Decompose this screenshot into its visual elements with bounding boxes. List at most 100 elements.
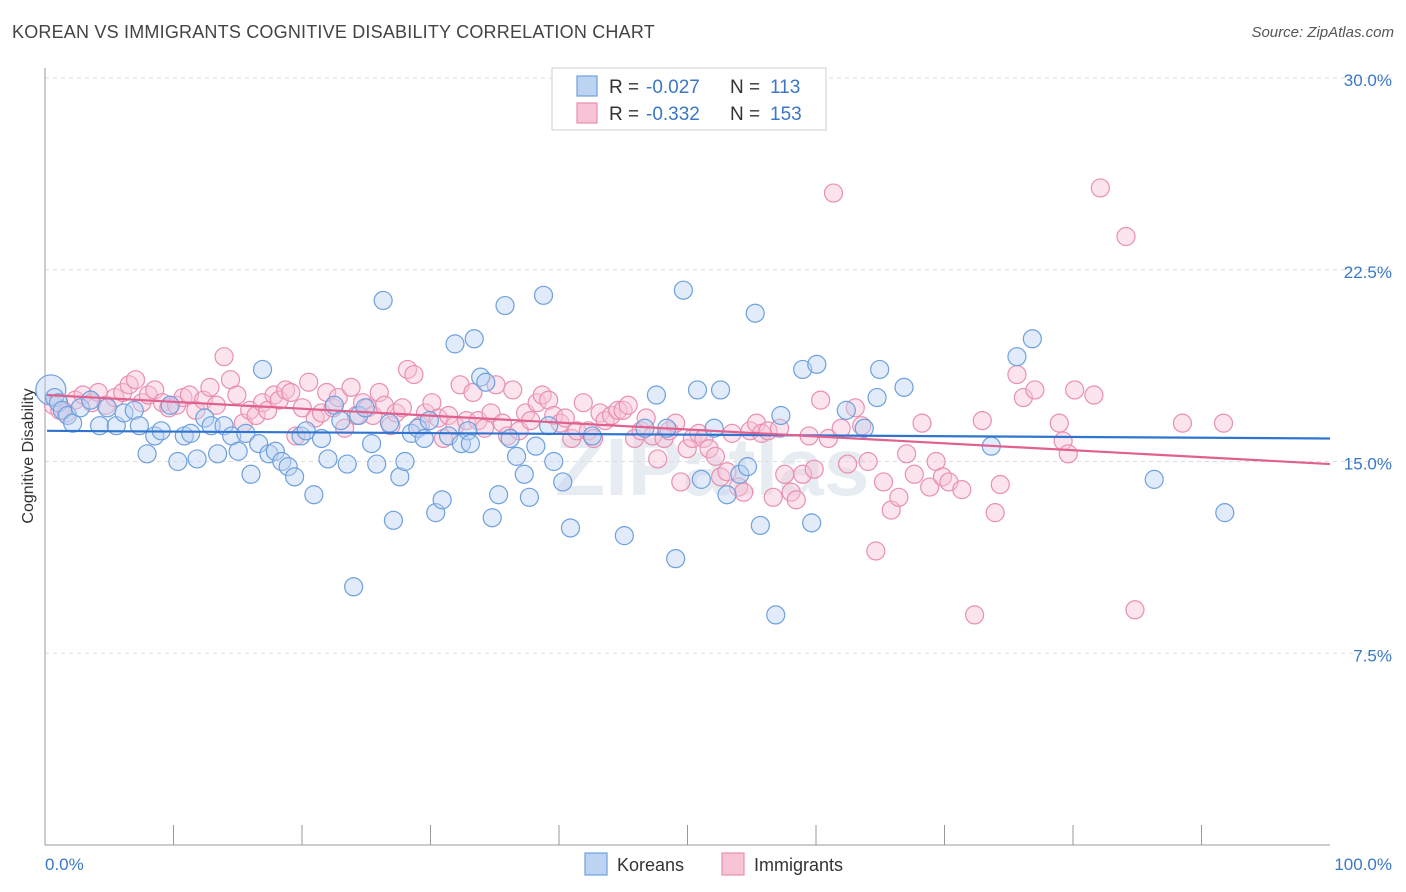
immigrants-point bbox=[873, 472, 894, 492]
immigrants-point bbox=[276, 380, 296, 400]
immigrants-point bbox=[1065, 380, 1085, 400]
koreans-point bbox=[489, 485, 509, 505]
immigrants-point bbox=[734, 482, 754, 502]
koreans-points bbox=[35, 280, 1235, 625]
immigrants-point bbox=[119, 375, 139, 395]
chart-title: KOREAN VS IMMIGRANTS COGNITIVE DISABILIT… bbox=[12, 22, 655, 42]
koreans-point bbox=[331, 410, 351, 431]
koreans-point bbox=[432, 490, 452, 510]
koreans-point bbox=[355, 398, 375, 418]
immigrants-point bbox=[1025, 380, 1045, 400]
koreans-point bbox=[236, 423, 256, 443]
immigrants-point bbox=[793, 464, 813, 484]
koreans-point bbox=[63, 413, 83, 433]
koreans-r-label: R = bbox=[609, 77, 639, 98]
immigrants-point bbox=[866, 541, 886, 561]
koreans-point bbox=[445, 334, 465, 354]
immigrants-point bbox=[699, 439, 719, 459]
koreans-point bbox=[870, 359, 890, 380]
immigrants-point bbox=[125, 370, 146, 390]
immigrants-bottom-swatch bbox=[721, 852, 745, 876]
immigrants-point bbox=[671, 472, 691, 492]
immigrants-point bbox=[1058, 444, 1078, 464]
immigrants-r-value: -0.332 bbox=[646, 104, 700, 125]
immigrants-point bbox=[397, 359, 418, 380]
koreans-point bbox=[544, 451, 564, 472]
immigrants-point bbox=[705, 446, 726, 466]
immigrants-point bbox=[904, 464, 924, 484]
immigrants-point bbox=[392, 398, 412, 418]
x-tick-label-min: 0.0% bbox=[45, 855, 84, 874]
koreans-point bbox=[97, 398, 117, 418]
koreans-point bbox=[807, 354, 827, 374]
y-tick-label: 30.0% bbox=[1344, 71, 1392, 90]
koreans-point bbox=[717, 485, 737, 505]
immigrants-point bbox=[618, 395, 638, 415]
immigrants-point bbox=[786, 490, 806, 510]
koreans-point bbox=[344, 577, 364, 597]
koreans-n-value: 113 bbox=[770, 77, 800, 98]
immigrants-point bbox=[573, 393, 593, 413]
immigrants-point bbox=[269, 390, 289, 410]
immigrants-point bbox=[932, 467, 953, 487]
koreans-point bbox=[730, 464, 750, 484]
immigrants-point bbox=[1125, 600, 1145, 620]
koreans-point bbox=[553, 472, 573, 492]
koreans-point bbox=[560, 518, 581, 538]
immigrants-point bbox=[1213, 413, 1234, 433]
x-tick-labels: 0.0% 100.0% bbox=[45, 855, 1392, 874]
immigrants-point bbox=[811, 390, 831, 410]
koreans-trend-line bbox=[46, 429, 1331, 440]
koreans-point bbox=[181, 423, 201, 443]
koreans-point bbox=[304, 485, 324, 505]
immigrants-point bbox=[677, 439, 697, 459]
series-legend: Koreans Immigrants bbox=[584, 852, 843, 876]
koreans-point bbox=[1215, 503, 1235, 523]
koreans-point bbox=[361, 434, 382, 454]
immigrants-point bbox=[897, 444, 917, 464]
koreans-point bbox=[793, 359, 813, 380]
immigrants-point bbox=[775, 464, 795, 484]
koreans-point bbox=[383, 510, 404, 530]
immigrants-point bbox=[920, 477, 940, 497]
koreans-point bbox=[265, 441, 285, 461]
koreans-r-value: -0.027 bbox=[646, 77, 700, 98]
immigrants-point bbox=[532, 385, 552, 405]
koreans-point bbox=[894, 377, 914, 397]
koreans-point bbox=[278, 457, 298, 477]
koreans-point bbox=[249, 434, 269, 454]
koreans-point bbox=[1007, 347, 1027, 367]
koreans-n-label: N = bbox=[730, 77, 760, 98]
koreans-point bbox=[214, 416, 234, 436]
koreans-point bbox=[168, 451, 188, 472]
immigrants-point bbox=[544, 405, 564, 426]
koreans-point bbox=[482, 508, 502, 528]
immigrants-point bbox=[710, 467, 731, 487]
koreans-point bbox=[471, 367, 491, 387]
koreans-point bbox=[506, 446, 527, 466]
koreans-point bbox=[802, 513, 822, 533]
y-tick-label: 7.5% bbox=[1353, 646, 1392, 665]
koreans-point bbox=[666, 549, 686, 569]
koreans-point bbox=[137, 444, 157, 464]
immigrants-point bbox=[1049, 413, 1069, 433]
immigrants-point bbox=[1007, 364, 1027, 385]
immigrants-point bbox=[539, 390, 559, 410]
immigrants-point bbox=[1090, 178, 1110, 198]
koreans-point bbox=[687, 380, 708, 400]
koreans-point bbox=[704, 418, 724, 438]
koreans-point bbox=[1022, 329, 1042, 349]
immigrants-point bbox=[341, 377, 361, 397]
immigrants-point bbox=[264, 385, 284, 405]
koreans-point bbox=[867, 387, 887, 408]
koreans-point bbox=[285, 467, 305, 487]
koreans-point bbox=[750, 515, 770, 536]
immigrants-point bbox=[889, 487, 909, 507]
immigrants-point bbox=[113, 382, 133, 403]
koreans-point bbox=[646, 385, 667, 405]
koreans-point bbox=[745, 303, 765, 323]
koreans-point bbox=[195, 408, 215, 428]
koreans-point bbox=[81, 390, 101, 410]
immigrants-point bbox=[456, 410, 477, 431]
